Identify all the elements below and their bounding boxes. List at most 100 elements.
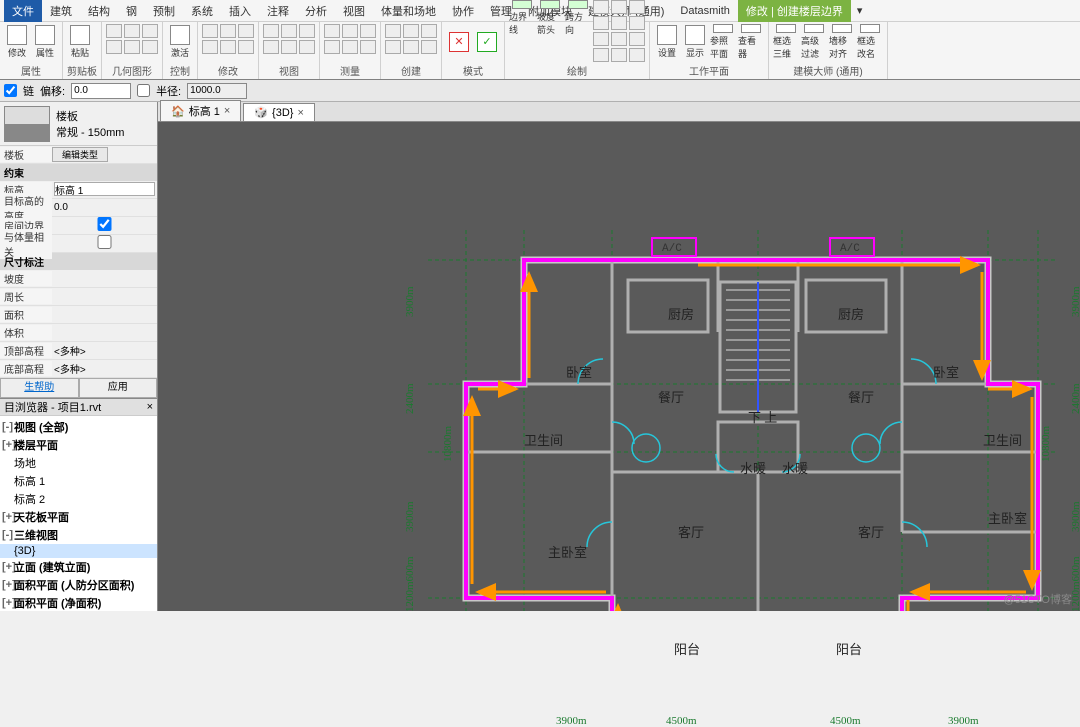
radius-input[interactable] bbox=[187, 83, 247, 99]
ribbon-tab[interactable]: 预制 bbox=[145, 0, 183, 22]
draw-tool[interactable]: 坡度箭头 bbox=[537, 0, 563, 36]
prop-value[interactable]: <多种> bbox=[52, 361, 157, 376]
ribbon-small-button[interactable] bbox=[124, 40, 140, 54]
ribbon-small-button[interactable] bbox=[421, 40, 437, 54]
cancel-icon[interactable]: ✕ bbox=[446, 24, 472, 60]
ribbon-tab[interactable]: 文件 bbox=[4, 0, 42, 22]
ribbon-tab[interactable]: 建筑 bbox=[42, 0, 80, 22]
shape-tool[interactable] bbox=[593, 48, 609, 62]
ribbon-small-button[interactable] bbox=[202, 40, 218, 54]
ribbon-button[interactable]: 参照平面 bbox=[710, 24, 736, 60]
ribbon-button[interactable]: 激活 bbox=[167, 24, 193, 60]
chain-checkbox[interactable] bbox=[4, 84, 17, 97]
ribbon-small-button[interactable] bbox=[106, 40, 122, 54]
shape-tool[interactable] bbox=[629, 16, 645, 30]
ribbon-tab[interactable]: Datasmith bbox=[672, 2, 738, 20]
tree-node[interactable]: [-]三维视图 bbox=[0, 526, 157, 544]
prop-input[interactable] bbox=[54, 182, 155, 196]
ribbon-small-button[interactable] bbox=[324, 24, 340, 38]
shape-tool[interactable] bbox=[629, 48, 645, 62]
ribbon-small-button[interactable] bbox=[106, 24, 122, 38]
project-browser-tree[interactable]: [-]视图 (全部)[+]楼层平面场地标高 1标高 2[+]天花板平面[-]三维… bbox=[0, 416, 157, 611]
finish-icon[interactable]: ✓ bbox=[474, 24, 500, 60]
shape-tool[interactable] bbox=[611, 48, 627, 62]
ribbon-small-button[interactable] bbox=[360, 24, 376, 38]
ribbon-button[interactable]: 设置 bbox=[654, 24, 680, 60]
draw-tool[interactable]: 跨方向 bbox=[565, 0, 591, 36]
edit-type-button[interactable]: 编辑类型 bbox=[52, 147, 108, 162]
shape-tool[interactable] bbox=[611, 32, 627, 46]
ribbon-small-button[interactable] bbox=[142, 40, 158, 54]
tree-twisty-icon[interactable]: [+] bbox=[2, 561, 12, 573]
ribbon-button[interactable]: 框选改名 bbox=[857, 24, 883, 60]
offset-input[interactable] bbox=[71, 83, 131, 99]
ribbon-button[interactable]: 属性 bbox=[32, 24, 58, 60]
ribbon-small-button[interactable] bbox=[281, 24, 297, 38]
ribbon-button[interactable]: 查看器 bbox=[738, 24, 764, 60]
tree-node[interactable]: [+]面积平面 (人防分区面积) bbox=[0, 576, 157, 594]
ribbon-small-button[interactable] bbox=[220, 24, 236, 38]
tree-twisty-icon[interactable]: [+] bbox=[2, 439, 12, 451]
ribbon-small-button[interactable] bbox=[202, 24, 218, 38]
ribbon-small-button[interactable] bbox=[299, 40, 315, 54]
ribbon-tab[interactable]: 钢 bbox=[118, 0, 145, 22]
ribbon-button[interactable]: 显示 bbox=[682, 24, 708, 60]
view-tab[interactable]: 🎲{3D}× bbox=[243, 103, 315, 121]
ribbon-tab[interactable]: 修改 | 创建楼层边界 bbox=[738, 0, 851, 22]
shape-tool[interactable] bbox=[593, 32, 609, 46]
apply-button[interactable]: 应用 bbox=[79, 378, 158, 398]
view-tab[interactable]: 🏠标高 1× bbox=[160, 100, 241, 121]
tab-close-icon[interactable]: × bbox=[297, 107, 303, 119]
draw-tool[interactable]: 边界线 bbox=[509, 0, 535, 36]
tree-node[interactable]: [+]立面 (建筑立面) bbox=[0, 558, 157, 576]
tree-node[interactable]: [+]面积平面 (净面积) bbox=[0, 594, 157, 611]
ribbon-small-button[interactable] bbox=[324, 40, 340, 54]
shape-tool[interactable] bbox=[629, 32, 645, 46]
prop-checkbox[interactable] bbox=[54, 217, 155, 231]
shape-tool[interactable] bbox=[611, 16, 627, 30]
tree-node[interactable]: [-]视图 (全部) bbox=[0, 418, 157, 436]
ribbon-small-button[interactable] bbox=[403, 40, 419, 54]
tree-twisty-icon[interactable]: [+] bbox=[2, 579, 12, 591]
tree-twisty-icon[interactable]: [+] bbox=[2, 511, 12, 523]
prop-value[interactable] bbox=[52, 235, 157, 252]
type-selector[interactable]: 楼板 常规 - 150mm bbox=[0, 102, 157, 146]
ribbon-button[interactable]: 粘贴 bbox=[67, 24, 93, 60]
ribbon-button[interactable]: 修改 bbox=[4, 24, 30, 60]
ribbon-small-button[interactable] bbox=[238, 40, 254, 54]
ribbon-small-button[interactable] bbox=[360, 40, 376, 54]
radius-checkbox[interactable] bbox=[137, 84, 150, 97]
tree-node[interactable]: 场地 bbox=[0, 454, 157, 472]
ribbon-small-button[interactable] bbox=[385, 24, 401, 38]
ribbon-small-button[interactable] bbox=[263, 40, 279, 54]
ribbon-button[interactable]: 框选三维 bbox=[773, 24, 799, 60]
ribbon-small-button[interactable] bbox=[385, 40, 401, 54]
tree-node[interactable]: [+]楼层平面 bbox=[0, 436, 157, 454]
tree-twisty-icon[interactable]: [-] bbox=[2, 421, 12, 433]
prop-value[interactable] bbox=[52, 217, 157, 234]
shape-tool[interactable] bbox=[593, 16, 609, 30]
viewport-3d[interactable]: A/CA/C 厨房厨房卧室卧室餐厅餐厅下 上卫生间卫生间水暖水暖客厅客厅主卧室主… bbox=[158, 122, 1080, 611]
ribbon-tab[interactable]: 协作 bbox=[444, 0, 482, 22]
ribbon-small-button[interactable] bbox=[142, 24, 158, 38]
ribbon-collapse-icon[interactable]: ▾ bbox=[851, 1, 869, 20]
ribbon-tab[interactable]: 视图 bbox=[335, 0, 373, 22]
ribbon-small-button[interactable] bbox=[124, 24, 140, 38]
ribbon-small-button[interactable] bbox=[238, 24, 254, 38]
tree-twisty-icon[interactable]: [+] bbox=[2, 597, 12, 609]
ribbon-small-button[interactable] bbox=[220, 40, 236, 54]
tree-node[interactable]: 标高 2 bbox=[0, 490, 157, 508]
ribbon-tab[interactable]: 注释 bbox=[259, 0, 297, 22]
browser-close-icon[interactable]: × bbox=[147, 401, 153, 413]
shape-tool[interactable] bbox=[593, 0, 609, 14]
ribbon-small-button[interactable] bbox=[403, 24, 419, 38]
ribbon-small-button[interactable] bbox=[263, 24, 279, 38]
tree-node[interactable]: [+]天花板平面 bbox=[0, 508, 157, 526]
ribbon-small-button[interactable] bbox=[299, 24, 315, 38]
shape-tool[interactable] bbox=[611, 0, 627, 14]
ribbon-tab[interactable]: 体量和场地 bbox=[373, 0, 444, 22]
ribbon-tab[interactable]: 分析 bbox=[297, 0, 335, 22]
ribbon-small-button[interactable] bbox=[342, 24, 358, 38]
ribbon-tab[interactable]: 插入 bbox=[221, 0, 259, 22]
ribbon-button[interactable]: 高级过滤 bbox=[801, 24, 827, 60]
